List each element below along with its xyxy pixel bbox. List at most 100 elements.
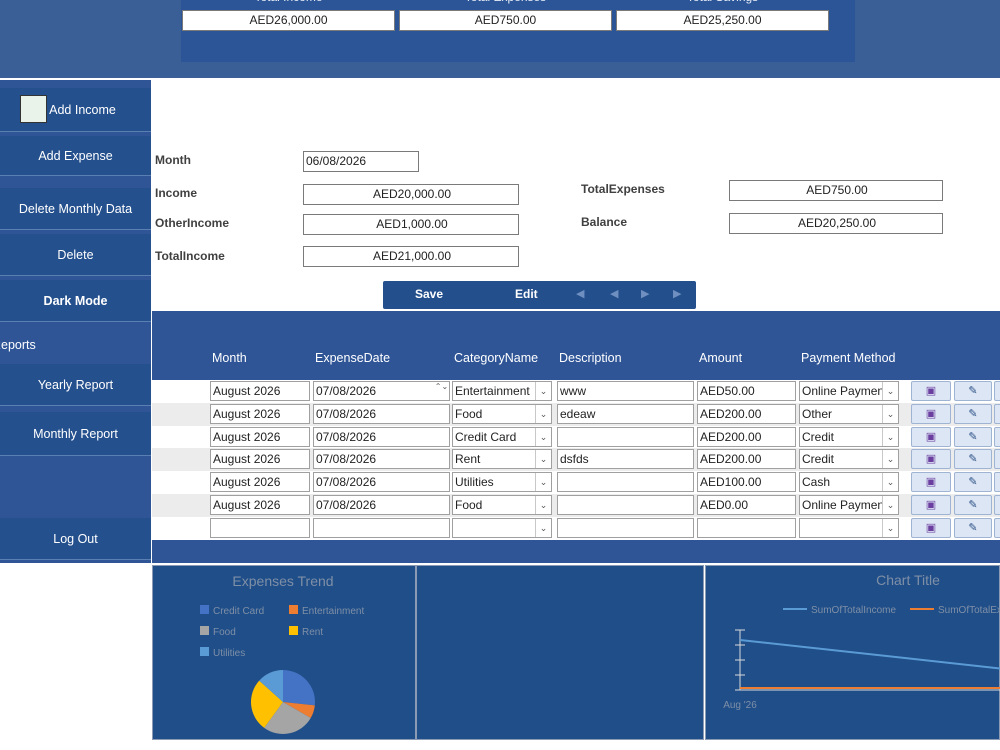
edit-row-button[interactable] xyxy=(994,426,1000,447)
save-row-button[interactable]: ▣ xyxy=(911,426,951,447)
save-row-button[interactable]: ▣ xyxy=(911,472,951,493)
save-row-button[interactable]: ▣ xyxy=(911,495,951,515)
nav-icon: ◀ xyxy=(610,288,619,300)
sidebar-button[interactable]: Delete xyxy=(0,234,151,276)
legend-swatch xyxy=(200,626,209,635)
icon xyxy=(20,95,47,123)
save-row-button[interactable]: ▣ xyxy=(911,381,951,401)
field-label: TotalIncome xyxy=(155,249,225,263)
nav-icon: ▶ xyxy=(673,288,682,300)
pie-chart: Expenses Trend Credit Card Entertainment Fo… xyxy=(200,573,364,734)
grid-cell: Credit Card ⌄ xyxy=(452,426,552,447)
empty-chart-panel xyxy=(416,565,704,740)
grid-cell: 07/08/2026 xyxy=(313,472,450,493)
summary-value: AED26,000.00 xyxy=(182,10,395,31)
nav-icon: ▶ xyxy=(641,288,650,300)
dropdown-arrow: ⌄ xyxy=(535,382,551,400)
grid-cell: August 2026 xyxy=(210,426,310,447)
grid-cell: 07/08/2026 xyxy=(313,426,450,447)
edit-row-button[interactable] xyxy=(994,449,1000,470)
button-label: Add Expense xyxy=(38,148,113,163)
field-value: AED750.00 xyxy=(729,180,943,201)
grid-cell: August 2026 xyxy=(210,449,310,470)
grid-cell: Online Payment ⌄ xyxy=(799,495,899,515)
grid-cell: AED0.00 xyxy=(697,495,796,515)
dropdown-arrow: ⌄ xyxy=(882,427,898,446)
dropdown-arrow: ⌄ xyxy=(882,518,898,537)
column-header: Payment Method xyxy=(801,351,896,365)
grid-cell xyxy=(557,426,694,447)
pie-slice xyxy=(264,702,311,734)
dropdown-arrow: ⌄ xyxy=(535,404,551,423)
dropdown-arrow: ⌄ xyxy=(535,518,551,537)
legend-label: Rent xyxy=(302,627,323,638)
grid-cell xyxy=(557,517,694,538)
grid-cell: Utilities ⌄ xyxy=(452,472,552,493)
sidebar-button[interactable]: Yearly Report xyxy=(0,364,151,406)
x-tick-label: Aug '26 xyxy=(723,700,757,711)
sidebar-button[interactable]: Monthly Report xyxy=(0,412,151,456)
sidebar-button[interactable]: Add Expense xyxy=(0,136,151,176)
grid-cell xyxy=(313,517,450,538)
column-header: ExpenseDate xyxy=(315,351,391,365)
grid-cell: Cash ⌄ xyxy=(799,472,899,493)
grid-cell: 07/08/2026 xyxy=(313,449,450,470)
edit-row-button[interactable]: ✎ xyxy=(954,472,992,493)
button-label: Dark Mode xyxy=(43,293,108,308)
save-row-button[interactable]: ▣ xyxy=(911,517,951,538)
edit-row-button[interactable] xyxy=(994,403,1000,424)
nav-icon: ◀ xyxy=(576,288,585,300)
grid-cell: Other ⌄ xyxy=(799,403,899,424)
field-value: AED20,000.00 xyxy=(303,184,519,205)
edit-row-button[interactable]: ✎ xyxy=(954,449,992,470)
dropdown-arrow: ⌄ xyxy=(882,404,898,423)
summary-value: AED750.00 xyxy=(399,10,612,31)
sidebar-button[interactable]: Log Out xyxy=(0,518,151,560)
legend-label: SumOfTotalExpenses xyxy=(938,605,1000,616)
button-label: Monthly Report xyxy=(33,426,118,441)
section-label: Reports xyxy=(0,338,36,352)
pie-slice xyxy=(251,680,283,728)
grid-cell: 07/08/2026 ⌃⌄ xyxy=(313,381,450,401)
edit-row-button[interactable]: ✎ xyxy=(954,495,992,515)
edit-row-button[interactable]: ✎ xyxy=(954,426,992,447)
grid-cell: Food ⌄ xyxy=(452,403,552,424)
grid-cell: AED50.00 xyxy=(697,381,796,401)
edit-row-button[interactable] xyxy=(994,381,1000,401)
summary-header: Total Expenses xyxy=(399,0,612,4)
edit-row-button[interactable]: ✎ xyxy=(954,517,992,538)
column-header: CategoryName xyxy=(454,351,539,365)
grid-cell xyxy=(697,517,796,538)
edit-row-button[interactable]: ✎ xyxy=(954,381,992,401)
field-value: AED21,000.00 xyxy=(303,246,519,267)
grid-cell: August 2026 xyxy=(210,495,310,515)
grid-cell: AED200.00 xyxy=(697,426,796,447)
field-value: AED20,250.00 xyxy=(729,213,943,234)
save-row-button[interactable]: ▣ xyxy=(911,449,951,470)
legend-label: Entertainment xyxy=(302,606,364,617)
legend-swatch xyxy=(289,626,298,635)
grid-cell xyxy=(210,517,310,538)
edit-button[interactable]: Edit xyxy=(515,287,538,301)
grid-cell: Entertainment ⌄ xyxy=(452,381,552,401)
grid-cell: AED100.00 xyxy=(697,472,796,493)
edit-row-button[interactable] xyxy=(994,472,1000,493)
grid-cell: Food ⌄ xyxy=(452,495,552,515)
button-label: Log Out xyxy=(53,531,98,546)
field-label: Balance xyxy=(581,215,628,229)
chart-title: Expenses Trend xyxy=(232,573,333,589)
dropdown-arrow: ⌄ xyxy=(882,382,898,400)
save-row-button[interactable]: ▣ xyxy=(911,403,951,424)
save-button[interactable]: Save xyxy=(415,287,444,301)
dropdown-arrow: ⌄ xyxy=(535,473,551,492)
chart-title: Chart Title xyxy=(876,572,940,588)
edit-row-button[interactable] xyxy=(994,495,1000,515)
edit-row-button[interactable]: ✎ xyxy=(954,403,992,424)
sidebar-button[interactable]: Dark Mode xyxy=(0,280,151,322)
edit-row-button[interactable] xyxy=(994,517,1000,538)
summary-header: Total Savings xyxy=(616,0,829,4)
grid-cell: AED200.00 xyxy=(697,403,796,424)
sidebar-button[interactable]: Delete Monthly Data xyxy=(0,188,151,230)
dropdown-arrow: ⌄ xyxy=(882,496,898,514)
